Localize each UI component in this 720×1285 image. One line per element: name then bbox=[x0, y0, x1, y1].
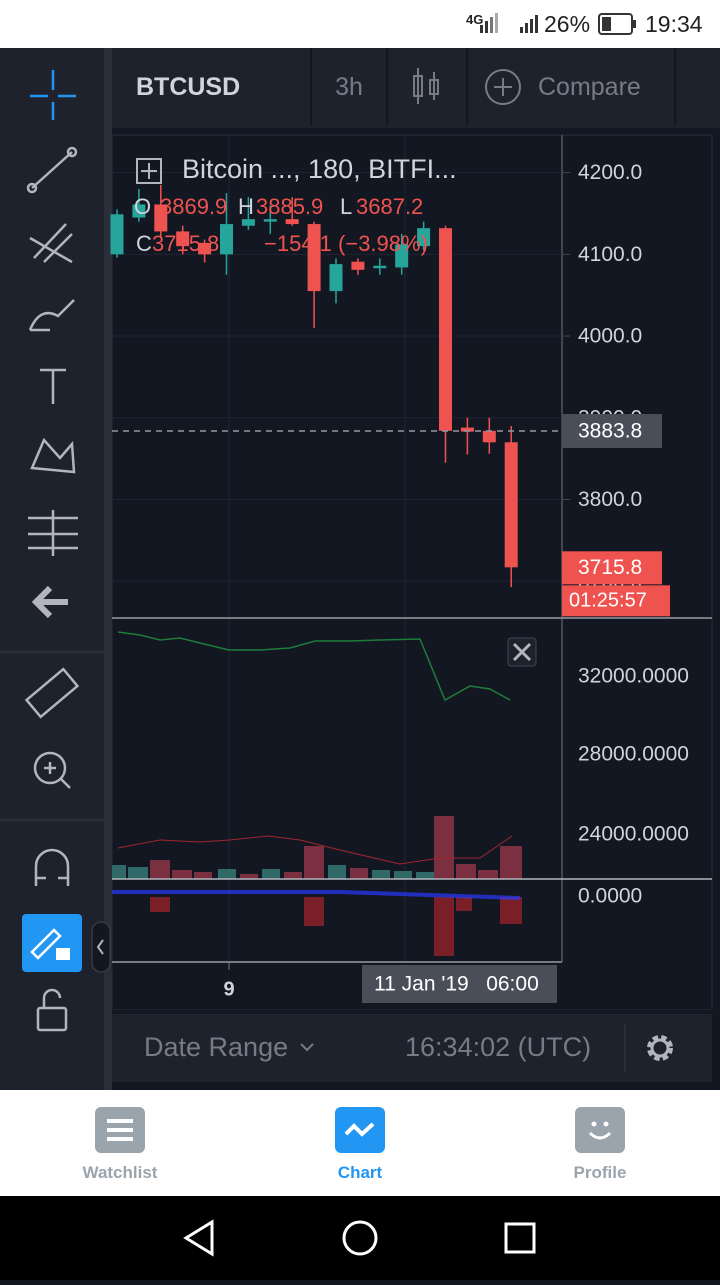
legend-value: O bbox=[134, 194, 151, 219]
indicator-axis-label: 24000.0000 bbox=[578, 823, 689, 846]
candle-body bbox=[482, 430, 496, 443]
bottom-toolbar: Date Range 16:34:02 (UTC) bbox=[112, 1014, 712, 1082]
profile-icon bbox=[575, 1107, 625, 1153]
candle-body bbox=[263, 219, 277, 222]
last-price-label: 3883.8 bbox=[578, 420, 642, 443]
candle-body bbox=[198, 242, 212, 255]
candle-body bbox=[307, 224, 321, 292]
status-bar: 4G 26% 19:34 bbox=[0, 0, 720, 48]
legend-title: Bitcoin ..., 180, BITFI... bbox=[182, 154, 457, 184]
candle-body bbox=[504, 442, 518, 568]
legend-toggle-plus bbox=[141, 163, 157, 179]
time-grid bbox=[228, 135, 406, 962]
tab-profile[interactable]: Profile bbox=[480, 1090, 720, 1196]
tab-watchlist[interactable]: Watchlist bbox=[0, 1090, 240, 1196]
crosshair-time-box bbox=[362, 965, 557, 1003]
tab-bar: Watchlist Chart Profile bbox=[0, 1090, 720, 1196]
candle-body bbox=[395, 244, 409, 268]
clock: 19:34 bbox=[645, 11, 703, 37]
legend-value: 3885.9 bbox=[256, 194, 323, 219]
candle-body bbox=[417, 228, 431, 247]
legend-value: L bbox=[340, 194, 352, 219]
countdown-label: 01:25:57 bbox=[569, 590, 647, 612]
tab-chart[interactable]: Chart bbox=[240, 1090, 480, 1196]
candle-body bbox=[329, 264, 343, 292]
candle-body bbox=[373, 265, 387, 269]
candle-body bbox=[110, 214, 124, 255]
candle-icon bbox=[413, 68, 439, 104]
tab-label: Watchlist bbox=[82, 1163, 158, 1182]
indicator-pane bbox=[112, 631, 712, 956]
indicator-axis-label: 28000.0000 bbox=[578, 743, 689, 766]
compare-label: Compare bbox=[538, 73, 641, 101]
legend-value: 3715.8 bbox=[152, 231, 219, 256]
network: 4G bbox=[466, 12, 484, 27]
legend-value: H bbox=[238, 194, 254, 219]
drawing-toolbar bbox=[0, 48, 104, 1090]
interval[interactable]: 3h bbox=[312, 48, 388, 126]
plus-icon bbox=[485, 69, 521, 105]
legend-value: 3687.2 bbox=[356, 194, 423, 219]
settings-icon[interactable] bbox=[644, 1032, 676, 1064]
current-price-label: 3715.8 bbox=[578, 556, 642, 579]
chart-style[interactable] bbox=[386, 48, 468, 126]
toolbar-separator bbox=[91, 48, 112, 1090]
candle-body bbox=[285, 219, 299, 225]
time-label: 9 bbox=[223, 978, 234, 1000]
candle-body bbox=[351, 261, 365, 270]
top-toolbar: BTCUSD 3h Compare bbox=[112, 48, 720, 128]
candle-body bbox=[132, 204, 146, 218]
y-tick-label: 3800.0 bbox=[578, 488, 642, 511]
candle-body bbox=[241, 219, 255, 226]
date-range[interactable]: Date Range bbox=[144, 1032, 289, 1062]
current-price-box bbox=[562, 551, 662, 585]
candle-body bbox=[154, 204, 168, 232]
candle-body bbox=[176, 231, 190, 247]
chart-icon bbox=[335, 1107, 385, 1153]
crosshair-time-label: 11 Jan '19 06:00 bbox=[374, 973, 539, 996]
legend-value: C bbox=[136, 231, 152, 256]
indicator-axis-label: 0.0000 bbox=[578, 885, 642, 908]
y-tick-label: 4100.0 bbox=[578, 243, 642, 266]
candle-body bbox=[460, 427, 474, 432]
legend-value: 3869.9 bbox=[160, 194, 227, 219]
divider bbox=[624, 1024, 626, 1072]
compare-button[interactable]: Compare bbox=[468, 48, 676, 126]
y-tick-label: 4200.0 bbox=[578, 161, 642, 184]
candle-body bbox=[220, 224, 233, 255]
collapse-handle[interactable] bbox=[90, 920, 112, 974]
battery-percent: 26% bbox=[544, 11, 591, 37]
tool-icons bbox=[0, 70, 104, 1032]
indicator-axis-label: 32000.0000 bbox=[578, 665, 689, 688]
candle-body bbox=[439, 228, 452, 431]
tab-label: Profile bbox=[573, 1163, 627, 1182]
battery-icon bbox=[598, 13, 636, 35]
tab-label: Chart bbox=[337, 1163, 383, 1182]
countdown-box bbox=[562, 585, 670, 617]
system-nav-bar bbox=[0, 1196, 720, 1280]
legend-toggle[interactable] bbox=[136, 158, 162, 184]
legend-value: −154.1 (−3.98%) bbox=[264, 231, 428, 256]
watchlist-icon bbox=[95, 1107, 145, 1153]
signal-icons bbox=[480, 13, 538, 33]
y-tick-label: 4000.0 bbox=[578, 325, 642, 348]
last-price-box bbox=[562, 414, 662, 449]
nav-buttons bbox=[183, 1219, 536, 1257]
chevron bbox=[300, 1043, 314, 1052]
symbol[interactable]: BTCUSD bbox=[112, 48, 312, 126]
utc-clock[interactable]: 16:34:02 (UTC) bbox=[405, 1032, 592, 1062]
